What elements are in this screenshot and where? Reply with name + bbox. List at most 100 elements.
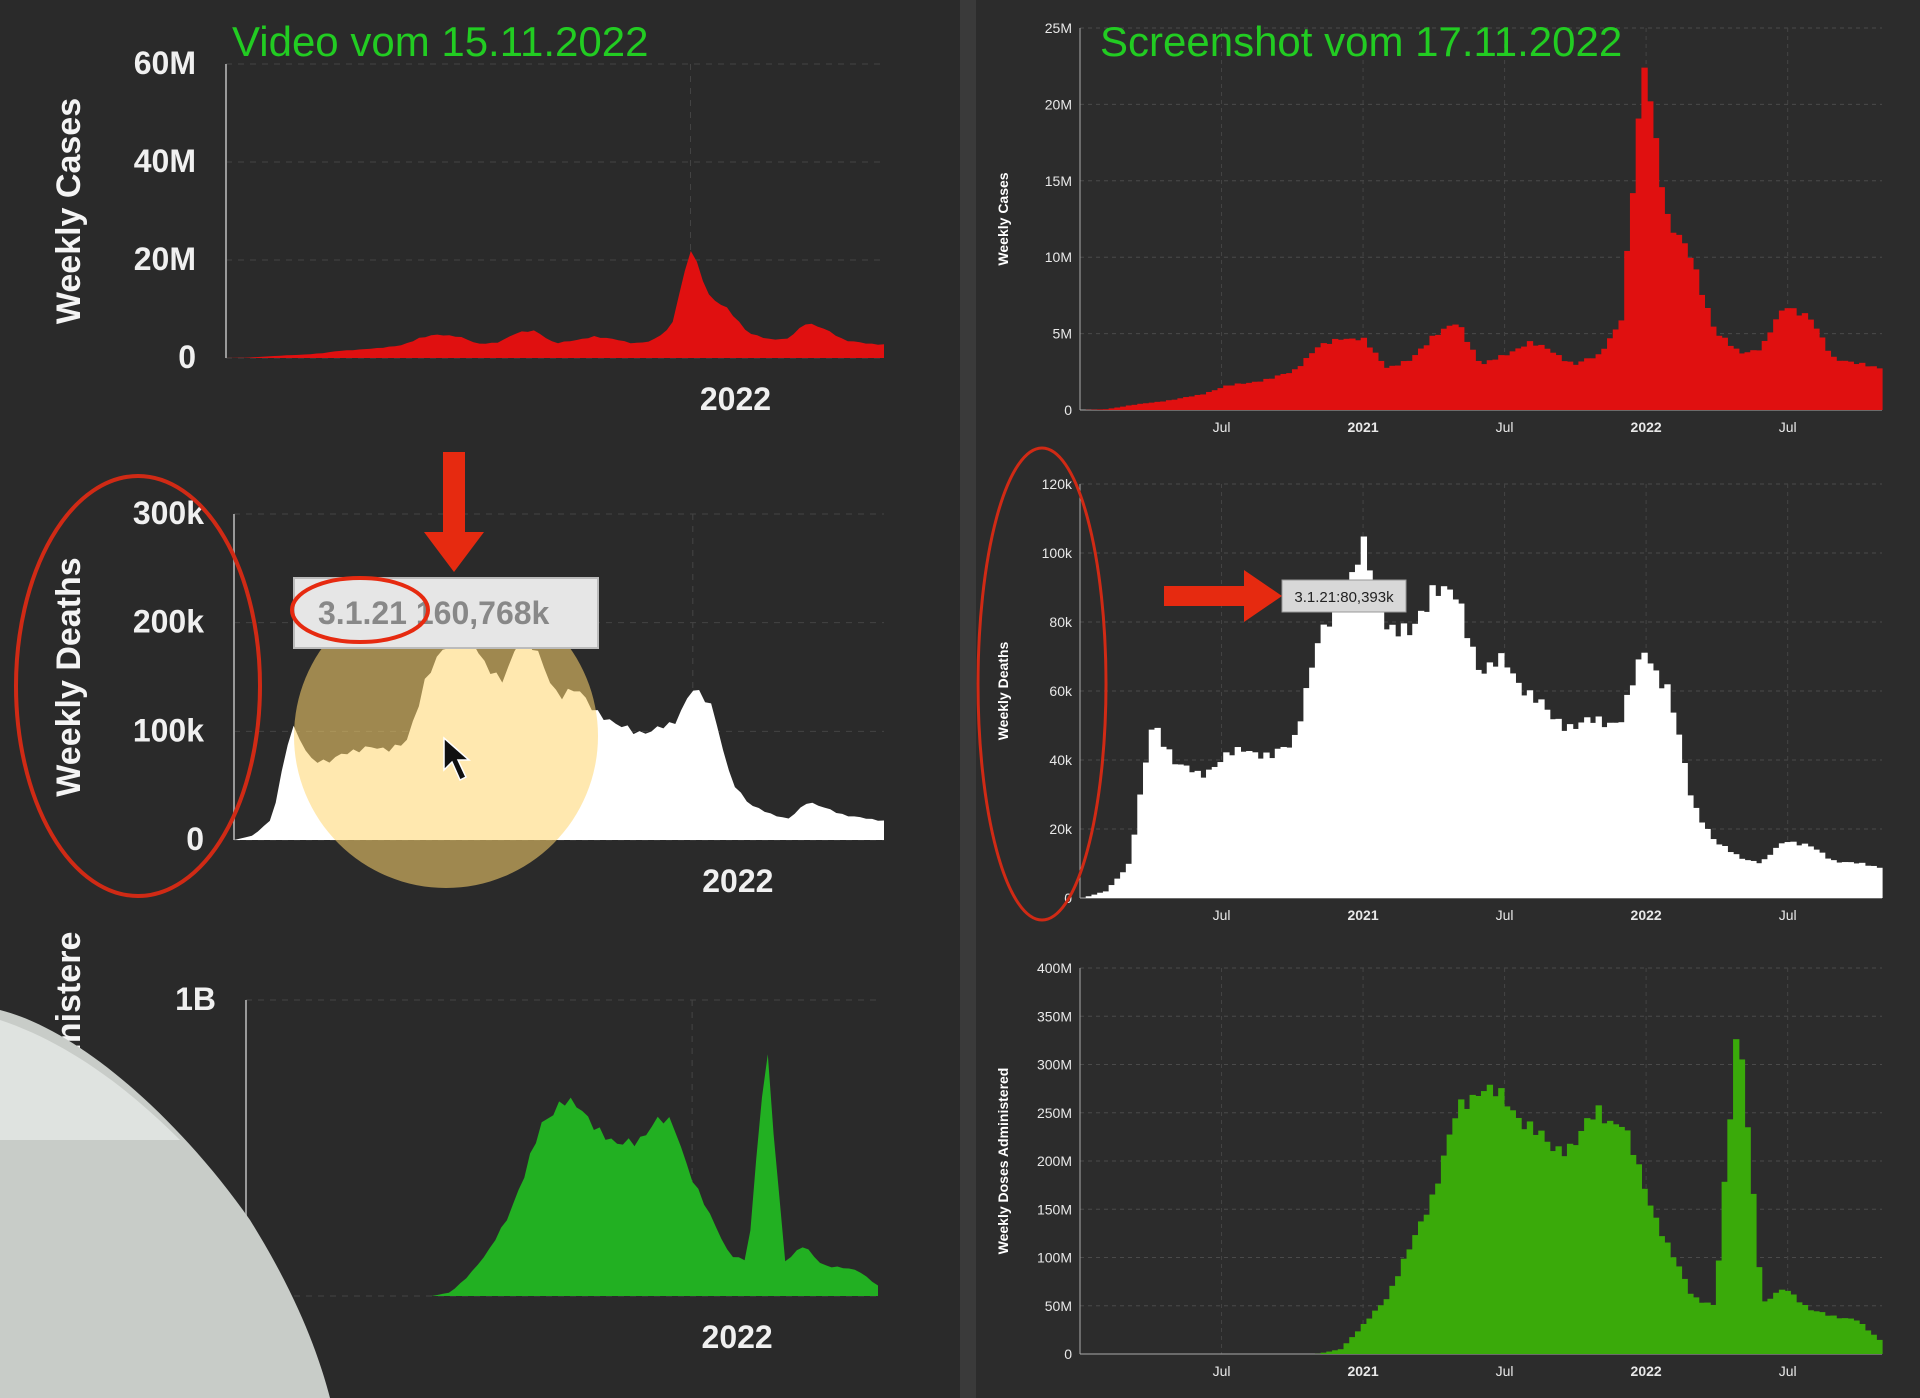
bar xyxy=(1847,1318,1854,1354)
bar xyxy=(1687,795,1694,898)
x-tick-label: Jul xyxy=(1213,1363,1231,1379)
y-tick-label: 0 xyxy=(1064,402,1072,418)
bar xyxy=(1744,1127,1751,1354)
bar xyxy=(1807,1310,1814,1354)
bar xyxy=(1813,328,1820,410)
bar xyxy=(1446,1134,1453,1354)
y-tick-label: 5M xyxy=(1053,326,1072,342)
bar xyxy=(1217,388,1224,410)
bar xyxy=(1847,361,1854,410)
y-tick-label: 50M xyxy=(1045,1298,1072,1314)
bar xyxy=(1228,385,1236,410)
down-arrow-icon xyxy=(424,452,484,572)
bar xyxy=(1417,610,1425,898)
series-area xyxy=(246,1054,878,1296)
bar xyxy=(1412,623,1419,898)
bar xyxy=(1332,604,1339,898)
bar xyxy=(1601,348,1608,410)
bar xyxy=(1343,338,1350,410)
bar xyxy=(1200,394,1207,410)
bar xyxy=(1125,405,1133,410)
bar xyxy=(1463,638,1471,898)
bar xyxy=(1521,346,1528,410)
bar xyxy=(1624,250,1631,410)
bar xyxy=(1412,355,1419,410)
bar xyxy=(1778,843,1786,898)
x-tick-label: Jul xyxy=(1213,907,1231,923)
y-tick-label: 60k xyxy=(1049,683,1073,699)
bar xyxy=(1160,401,1167,410)
bar xyxy=(1801,1305,1809,1354)
bar xyxy=(1864,1330,1872,1354)
bar xyxy=(1778,1289,1786,1354)
bar xyxy=(1796,1302,1803,1354)
bar xyxy=(1692,807,1700,898)
bar xyxy=(1435,1183,1442,1354)
bar xyxy=(1727,345,1734,410)
bar xyxy=(1715,335,1723,410)
bar xyxy=(1853,1320,1860,1354)
bar xyxy=(1206,391,1213,410)
bar xyxy=(1784,842,1791,898)
bar xyxy=(1652,670,1660,898)
bar xyxy=(1165,749,1173,898)
bar xyxy=(1589,1119,1597,1354)
bar xyxy=(1458,603,1465,898)
ylabel-highlight-ellipse xyxy=(14,474,262,898)
bar xyxy=(1555,355,1562,410)
bar xyxy=(1492,666,1499,898)
bar xyxy=(1549,1151,1557,1354)
bar xyxy=(1435,334,1442,410)
bar xyxy=(1200,777,1207,898)
bar xyxy=(1624,1130,1631,1354)
bar xyxy=(1372,1310,1379,1354)
bar xyxy=(1286,373,1293,410)
bar xyxy=(1383,629,1390,898)
pointer-icon xyxy=(443,736,471,782)
bar xyxy=(1429,335,1436,410)
bar xyxy=(1183,397,1190,410)
bar xyxy=(1509,1110,1516,1354)
bar xyxy=(1417,1221,1425,1354)
bar xyxy=(1486,662,1494,898)
bar xyxy=(1400,1258,1408,1354)
bar xyxy=(1721,1181,1728,1354)
bar xyxy=(1343,1343,1350,1354)
bar xyxy=(1406,1249,1413,1354)
bar xyxy=(1538,344,1545,410)
x-tick-label: 2022 xyxy=(1631,1363,1662,1379)
bar xyxy=(1509,673,1516,898)
y-tick-label: 100k xyxy=(133,712,204,748)
bar xyxy=(1297,366,1305,410)
bar xyxy=(1481,1091,1488,1354)
bar xyxy=(1509,351,1516,410)
bar xyxy=(1629,685,1637,898)
bar xyxy=(1463,1108,1471,1354)
bar xyxy=(1337,1349,1345,1354)
bar xyxy=(1733,1039,1740,1354)
bar xyxy=(1503,667,1511,898)
bar xyxy=(1280,746,1287,898)
y-tick-label: 15M xyxy=(1045,173,1072,189)
bar xyxy=(1744,352,1751,410)
bar xyxy=(1354,564,1362,898)
bar xyxy=(1692,269,1700,410)
bar xyxy=(1475,360,1482,410)
bar xyxy=(1830,1315,1837,1354)
hand-highlight xyxy=(0,1020,180,1140)
bar xyxy=(1309,667,1316,898)
bar xyxy=(1108,408,1115,410)
bar xyxy=(1171,764,1178,898)
bar xyxy=(1549,352,1557,410)
bar xyxy=(1864,865,1872,898)
bar xyxy=(1784,1290,1791,1354)
y-tick-label: 0 xyxy=(1064,1346,1072,1362)
bar xyxy=(1349,338,1356,410)
bar xyxy=(1589,722,1597,898)
x-tick-label: Jul xyxy=(1496,907,1514,923)
bar xyxy=(1412,1235,1419,1354)
bar xyxy=(1337,339,1345,410)
bar xyxy=(1807,846,1814,898)
bar xyxy=(1120,872,1127,898)
